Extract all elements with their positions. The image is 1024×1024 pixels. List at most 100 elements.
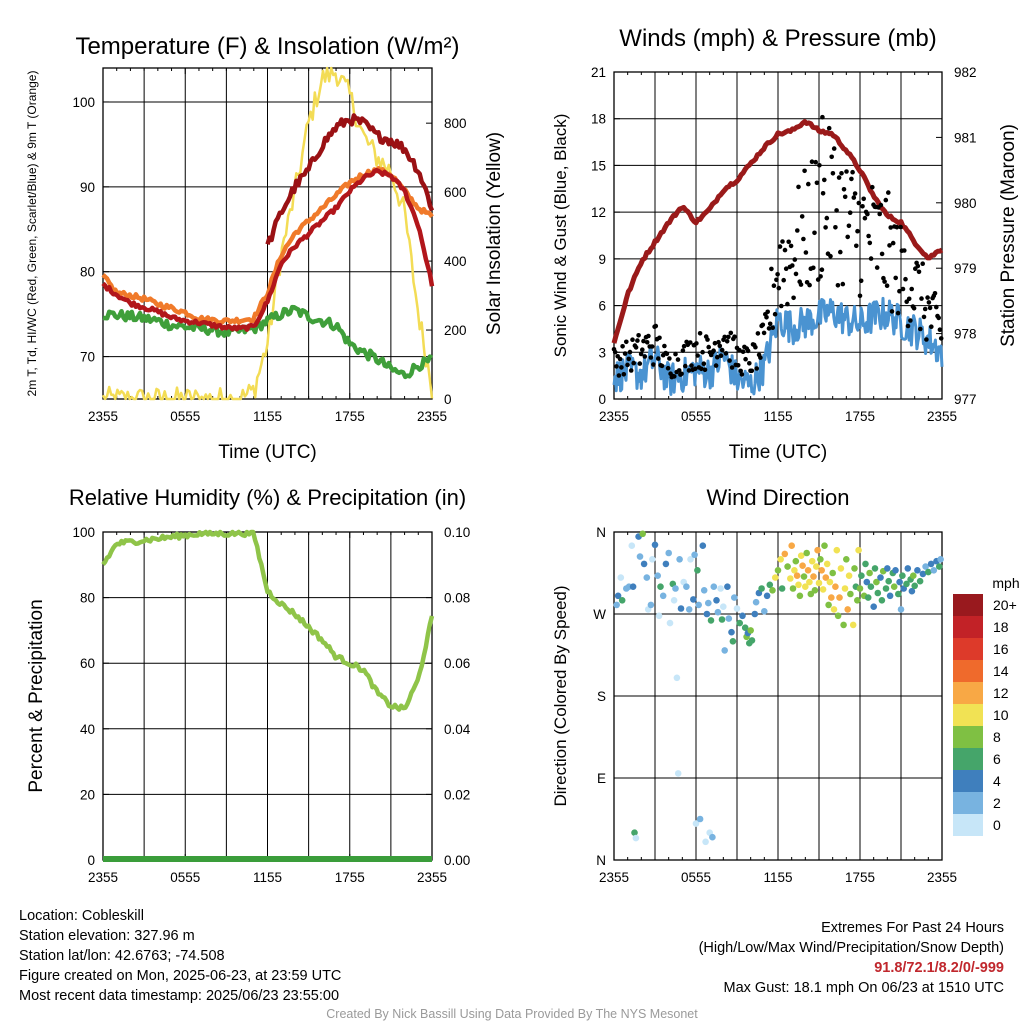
rh-ytick-label: 40 bbox=[80, 722, 95, 737]
wind-ytick-label: 6 bbox=[598, 299, 606, 314]
wind-gust-point bbox=[712, 340, 718, 346]
wdir-point bbox=[821, 542, 828, 549]
wind-gust-point bbox=[793, 271, 799, 277]
wind-gust-point bbox=[771, 283, 777, 289]
wdir-point bbox=[800, 573, 808, 580]
wind-gust-point bbox=[839, 171, 844, 176]
rh-chart-title: Relative Humidity (%) & Precipitation (i… bbox=[69, 485, 466, 510]
wind-gust-point bbox=[847, 210, 853, 215]
wind-gust-point bbox=[918, 326, 923, 332]
figure-created: Figure created on Mon, 2025-06-23, at 23… bbox=[19, 968, 342, 984]
wdir-point bbox=[657, 583, 664, 590]
wind-gust-point bbox=[719, 347, 725, 353]
temp-series-temp bbox=[101, 167, 435, 332]
wind-gust-point bbox=[765, 309, 770, 315]
wind-gust-point bbox=[695, 353, 700, 358]
wdir-point bbox=[714, 608, 722, 616]
wind-gust-point bbox=[739, 372, 745, 377]
wind-gust-point bbox=[858, 278, 864, 284]
wdir-point bbox=[614, 592, 622, 600]
temp-ytick-label: 100 bbox=[72, 95, 95, 110]
wdir-point bbox=[709, 833, 716, 841]
wind-gust-point bbox=[895, 310, 901, 316]
wind-gust-point bbox=[877, 211, 882, 217]
wind-gust-point bbox=[856, 200, 862, 206]
wind-gust-point bbox=[636, 333, 641, 338]
wdir-legend-swatch bbox=[953, 814, 983, 836]
wind-ytick-label: 18 bbox=[591, 112, 606, 127]
wdir-ytick-label: W bbox=[593, 607, 606, 622]
wind-gust-point bbox=[903, 276, 908, 282]
wind-gust-point bbox=[830, 171, 836, 176]
wind-gust-point bbox=[840, 281, 846, 287]
wind-gust-point bbox=[633, 345, 639, 350]
wdir-point bbox=[774, 567, 782, 574]
wind-gust-point bbox=[829, 154, 834, 160]
wind-gust-point bbox=[683, 363, 688, 369]
wind-gust-point bbox=[776, 285, 782, 291]
wind-gust-point bbox=[770, 325, 775, 331]
wind-gust-point bbox=[788, 243, 794, 249]
wdir-point bbox=[927, 560, 935, 568]
rh-xtick-label: 2355 bbox=[417, 870, 447, 885]
wdir-point bbox=[836, 594, 843, 601]
wdir-point bbox=[769, 587, 776, 594]
wdir-point bbox=[866, 569, 873, 577]
wdir-point bbox=[863, 578, 871, 586]
wdir-point bbox=[922, 563, 929, 570]
wdir-point bbox=[874, 589, 882, 597]
wind-ytick-label: 0 bbox=[598, 392, 606, 407]
wind-gust-point bbox=[640, 347, 645, 353]
wind-gust-point bbox=[921, 314, 927, 320]
wind-gust-point bbox=[785, 301, 790, 307]
wdir-point bbox=[670, 597, 678, 604]
wind-gust-point bbox=[622, 351, 628, 356]
rh-ytick-right-label: 0.02 bbox=[444, 787, 470, 802]
wdir-point bbox=[885, 577, 892, 585]
wdir-xtick-label: 2355 bbox=[599, 870, 629, 885]
wind-gust-point bbox=[915, 263, 921, 269]
wdir-point bbox=[817, 556, 824, 563]
wdir-point bbox=[778, 585, 786, 592]
wdir-point bbox=[747, 627, 754, 634]
wdir-point bbox=[731, 594, 738, 601]
temp-ytick-right-label: 800 bbox=[444, 116, 467, 131]
wdir-point bbox=[851, 565, 858, 572]
wdir-point bbox=[772, 574, 779, 581]
wind-gust-point bbox=[812, 230, 817, 236]
wind-gust-point bbox=[732, 334, 737, 340]
wind-gust-point bbox=[638, 351, 644, 357]
wdir-point bbox=[873, 578, 880, 586]
rh-ytick-label: 80 bbox=[80, 591, 95, 606]
wdir-point bbox=[804, 567, 812, 574]
rh-series-rh bbox=[101, 529, 435, 712]
wdir-point bbox=[815, 579, 823, 587]
wind-gust-point bbox=[774, 277, 779, 283]
wdir-xtick-label: 2355 bbox=[927, 870, 957, 885]
wdir-point bbox=[640, 560, 648, 568]
wdir-point bbox=[761, 608, 768, 615]
temp-chart-title: Temperature (F) & Insolation (W/m²) bbox=[75, 33, 459, 60]
wdir-point bbox=[691, 551, 698, 559]
max-gust: Max Gust: 18.1 mph On 06/23 at 1510 UTC bbox=[723, 980, 1004, 996]
wind-gust-point bbox=[749, 368, 755, 374]
wdir-ytick-label: E bbox=[597, 771, 606, 786]
wind-gust-point bbox=[820, 191, 826, 196]
wind-gust-point bbox=[924, 337, 929, 342]
wind-gust-point bbox=[819, 267, 825, 273]
wdir-point bbox=[700, 587, 708, 594]
wdir-point bbox=[854, 597, 861, 604]
wind-gust-point bbox=[796, 184, 801, 190]
wind-gust-point bbox=[656, 356, 661, 361]
wdir-point bbox=[666, 619, 674, 627]
temp-ylabel: 2m T, Td, HI/WC (Red, Green, Scarlet/Blu… bbox=[25, 71, 39, 397]
wdir-point bbox=[758, 585, 765, 592]
wdir-point bbox=[676, 556, 683, 563]
wdir-legend-swatch bbox=[953, 616, 983, 638]
wind-gust-point bbox=[905, 323, 911, 329]
wdir-point bbox=[925, 568, 932, 576]
wdir-xtick-label: 1155 bbox=[763, 870, 792, 885]
wind-gust-point bbox=[646, 333, 651, 339]
wind-gust-point bbox=[737, 347, 742, 353]
rh-ytick-right-label: 0.06 bbox=[444, 656, 470, 671]
